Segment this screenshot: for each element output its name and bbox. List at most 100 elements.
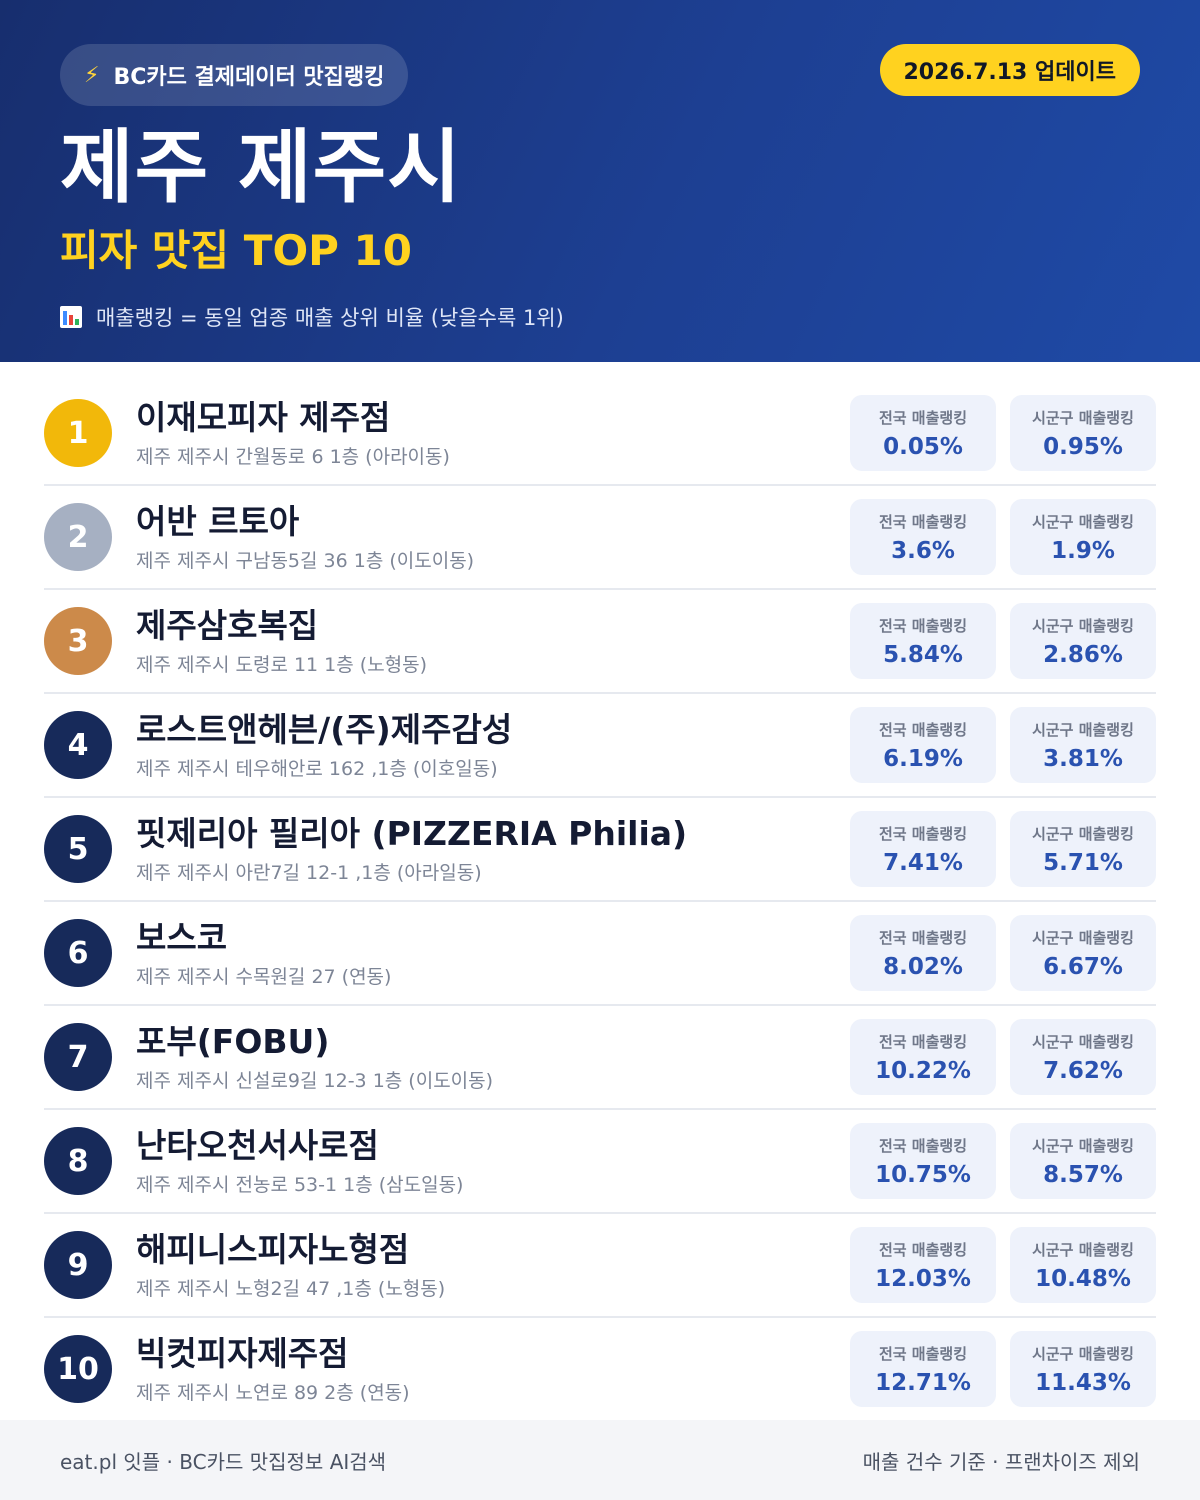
rank-badge: 4 (44, 711, 112, 779)
ranking-stats: 전국 매출랭킹 7.41% 시군구 매출랭킹 5.71% (850, 811, 1156, 887)
footer-source: eat.pl 잇플 · BC카드 맛집정보 AI검색 (60, 1449, 387, 1474)
restaurant-name[interactable]: 로스트앤헤븐/(주)제주감성 (136, 709, 513, 749)
national-rank-label: 전국 매출랭킹 (878, 1136, 968, 1155)
national-rank-card: 전국 매출랭킹 8.02% (850, 915, 996, 991)
district-rank-value: 1.9% (1051, 537, 1115, 564)
page-title: 제주 제주시 (60, 121, 462, 214)
restaurant-name[interactable]: 이재모피자 제주점 (136, 397, 391, 437)
list-item[interactable]: 6 보스코 제주 제주시 수목원길 27 (연동) 전국 매출랭킹 8.02% 시군구 매… (44, 902, 1156, 1006)
source-label: BC카드 결제데이터 맛집랭킹 (113, 65, 385, 90)
restaurant-address: 제주 제주시 간월동로 6 1층 (아라이동) (136, 445, 450, 468)
district-rank-value: 3.81% (1043, 745, 1123, 772)
district-rank-label: 시군구 매출랭킹 (1032, 824, 1134, 843)
footer-note: 매출 건수 기준 · 프랜차이즈 제외 (862, 1449, 1140, 1474)
list-item[interactable]: 5 핏제리아 필리아 (PIZZERIA Philia) 제주 제주시 아란7길 1… (44, 798, 1156, 902)
national-rank-card: 전국 매출랭킹 6.19% (850, 707, 996, 783)
district-rank-card: 시군구 매출랭킹 3.81% (1010, 707, 1156, 783)
rank-badge: 9 (44, 1231, 112, 1299)
restaurant-name[interactable]: 핏제리아 필리아 (PIZZERIA Philia) (136, 813, 688, 853)
bar-chart-icon (60, 306, 82, 328)
district-rank-card: 시군구 매출랭킹 1.9% (1010, 499, 1156, 575)
rank-badge: 6 (44, 919, 112, 987)
national-rank-card: 전국 매출랭킹 10.22% (850, 1019, 996, 1095)
ranking-stats: 전국 매출랭킹 6.19% 시군구 매출랭킹 3.81% (850, 707, 1156, 783)
national-rank-value: 12.03% (875, 1265, 971, 1292)
national-rank-value: 0.05% (883, 433, 963, 460)
restaurant-name[interactable]: 제주삼호복집 (136, 605, 319, 645)
restaurant-address: 제주 제주시 노형2길 47 ,1층 (노형동) (136, 1277, 446, 1300)
restaurant-address: 제주 제주시 테우해안로 162 ,1층 (이호일동) (136, 757, 498, 780)
ranking-stats: 전국 매출랭킹 5.84% 시군구 매출랭킹 2.86% (850, 603, 1156, 679)
ranking-stats: 전국 매출랭킹 8.02% 시군구 매출랭킹 6.67% (850, 915, 1156, 991)
district-rank-value: 7.62% (1043, 1057, 1123, 1084)
district-rank-card: 시군구 매출랭킹 8.57% (1010, 1123, 1156, 1199)
restaurant-info: 보스코 제주 제주시 수목원길 27 (연동) (136, 918, 850, 989)
rank-badge: 5 (44, 815, 112, 883)
restaurant-name[interactable]: 포부(FOBU) (136, 1021, 330, 1061)
district-rank-label: 시군구 매출랭킹 (1032, 1136, 1134, 1155)
district-rank-card: 시군구 매출랭킹 2.86% (1010, 603, 1156, 679)
district-rank-value: 11.43% (1035, 1369, 1131, 1396)
restaurant-name[interactable]: 보스코 (136, 917, 228, 957)
ranking-legend: 매출랭킹 = 동일 업종 매출 상위 비율 (낮을수록 1위) (60, 302, 1140, 332)
national-rank-value: 3.6% (891, 537, 955, 564)
restaurant-address: 제주 제주시 구남동5길 36 1층 (이도이동) (136, 549, 475, 572)
list-item[interactable]: 8 난타오천서사로점 제주 제주시 전농로 53-1 1층 (삼도일동) 전국 매출랭… (44, 1110, 1156, 1214)
restaurant-address: 제주 제주시 노연로 89 2층 (연동) (136, 1381, 410, 1404)
national-rank-value: 6.19% (883, 745, 963, 772)
district-rank-card: 시군구 매출랭킹 10.48% (1010, 1227, 1156, 1303)
restaurant-address: 제주 제주시 신설로9길 12-3 1층 (이도이동) (136, 1069, 494, 1092)
district-rank-value: 5.71% (1043, 849, 1123, 876)
rank-badge: 10 (44, 1335, 112, 1403)
national-rank-label: 전국 매출랭킹 (878, 408, 968, 427)
list-item[interactable]: 3 제주삼호복집 제주 제주시 도령로 11 1층 (노형동) 전국 매출랭킹 5.84… (44, 590, 1156, 694)
national-rank-label: 전국 매출랭킹 (878, 1240, 968, 1259)
rank-badge: 2 (44, 503, 112, 571)
legend-text: 매출랭킹 = 동일 업종 매출 상위 비율 (낮을수록 1위) (96, 306, 564, 330)
national-rank-label: 전국 매출랭킹 (878, 1032, 968, 1051)
national-rank-value: 7.41% (883, 849, 963, 876)
national-rank-value: 8.02% (883, 953, 963, 980)
list-item[interactable]: 10 빅컷피자제주점 제주 제주시 노연로 89 2층 (연동) 전국 매출랭킹 12.… (44, 1318, 1156, 1422)
national-rank-card: 전국 매출랭킹 10.75% (850, 1123, 996, 1199)
restaurant-name[interactable]: 빅컷피자제주점 (136, 1333, 349, 1373)
district-rank-value: 2.86% (1043, 641, 1123, 668)
national-rank-label: 전국 매출랭킹 (878, 512, 968, 531)
ranking-stats: 전국 매출랭킹 12.03% 시군구 매출랭킹 10.48% (850, 1227, 1156, 1303)
category-subtitle: 피자 맛집 TOP 10 (60, 226, 413, 275)
national-rank-card: 전국 매출랭킹 5.84% (850, 603, 996, 679)
district-rank-label: 시군구 매출랭킹 (1032, 408, 1134, 427)
national-rank-value: 10.22% (875, 1057, 971, 1084)
restaurant-info: 포부(FOBU) 제주 제주시 신설로9길 12-3 1층 (이도이동) (136, 1022, 850, 1093)
restaurant-name[interactable]: 난타오천서사로점 (136, 1125, 379, 1165)
restaurant-info: 난타오천서사로점 제주 제주시 전농로 53-1 1층 (삼도일동) (136, 1126, 850, 1197)
district-rank-value: 8.57% (1043, 1161, 1123, 1188)
list-item[interactable]: 7 포부(FOBU) 제주 제주시 신설로9길 12-3 1층 (이도이동) 전국 매… (44, 1006, 1156, 1110)
list-item[interactable]: 1 이재모피자 제주점 제주 제주시 간월동로 6 1층 (아라이동) 전국 매출랭킹… (44, 382, 1156, 486)
district-rank-value: 0.95% (1043, 433, 1123, 460)
restaurant-address: 제주 제주시 도령로 11 1층 (노형동) (136, 653, 428, 676)
ranking-stats: 전국 매출랭킹 0.05% 시군구 매출랭킹 0.95% (850, 395, 1156, 471)
ranking-stats: 전국 매출랭킹 10.75% 시군구 매출랭킹 8.57% (850, 1123, 1156, 1199)
restaurant-name[interactable]: 어반 르토아 (136, 501, 300, 541)
district-rank-label: 시군구 매출랭킹 (1032, 616, 1134, 635)
restaurant-name[interactable]: 해피니스피자노형점 (136, 1229, 410, 1269)
district-rank-card: 시군구 매출랭킹 6.67% (1010, 915, 1156, 991)
district-rank-label: 시군구 매출랭킹 (1032, 1240, 1134, 1259)
district-rank-card: 시군구 매출랭킹 11.43% (1010, 1331, 1156, 1407)
list-item[interactable]: 9 해피니스피자노형점 제주 제주시 노형2길 47 ,1층 (노형동) 전국 매출랭… (44, 1214, 1156, 1318)
district-rank-value: 6.67% (1043, 953, 1123, 980)
national-rank-value: 12.71% (875, 1369, 971, 1396)
district-rank-label: 시군구 매출랭킹 (1032, 928, 1134, 947)
footer: eat.pl 잇플 · BC카드 맛집정보 AI검색 매출 건수 기준 · 프랜… (0, 1420, 1200, 1500)
national-rank-card: 전국 매출랭킹 7.41% (850, 811, 996, 887)
district-rank-card: 시군구 매출랭킹 7.62% (1010, 1019, 1156, 1095)
restaurant-info: 핏제리아 필리아 (PIZZERIA Philia) 제주 제주시 아란7길 12… (136, 814, 850, 885)
